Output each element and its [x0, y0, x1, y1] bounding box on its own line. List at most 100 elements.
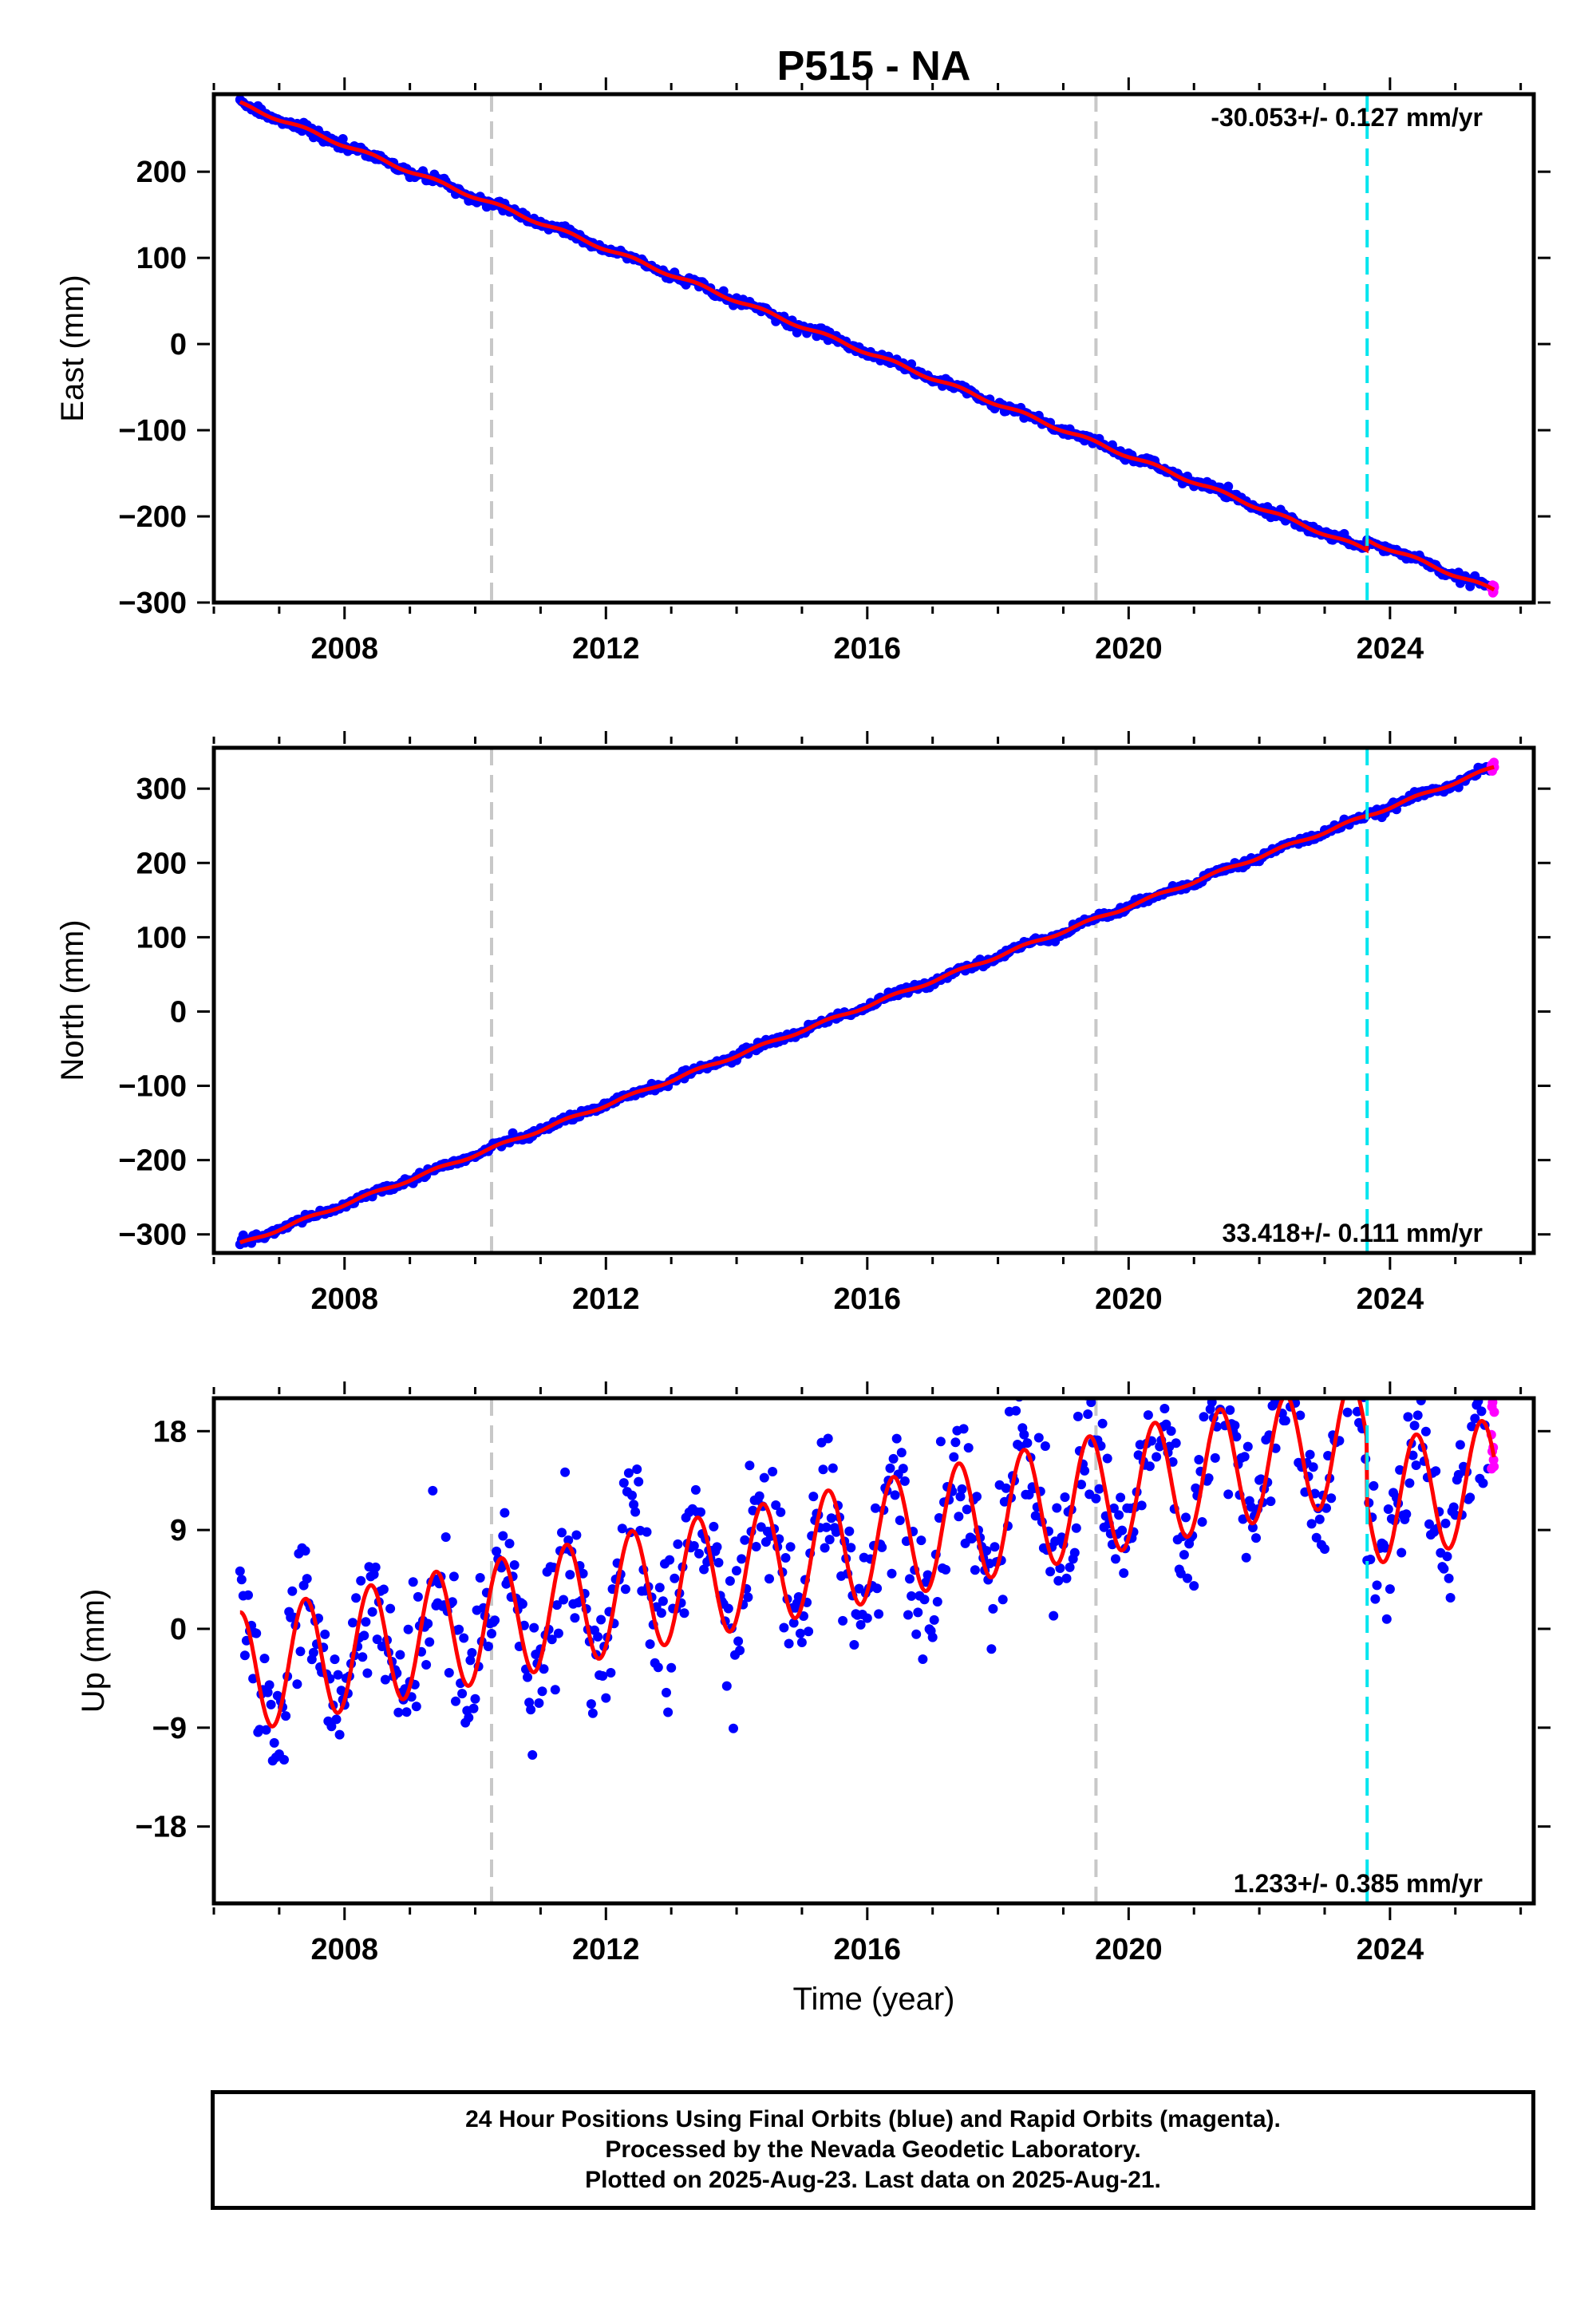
- north-panel: 2008 2012 2016 2020 2024 −300 −200 −100 0 100 200 3…: [55, 731, 1551, 1316]
- y-tick-label: −300: [118, 1219, 187, 1252]
- final-orbit-point: [658, 1596, 668, 1607]
- final-orbit-point: [1219, 1387, 1228, 1397]
- final-orbit-point: [808, 1492, 819, 1502]
- final-orbit-point: [927, 1632, 938, 1642]
- rapid-orbit-point: [1489, 1461, 1499, 1472]
- final-orbit-point: [627, 1490, 637, 1500]
- y-tick-label: 300: [136, 773, 187, 806]
- final-orbit-point: [356, 1575, 366, 1586]
- final-orbit-point: [694, 1548, 704, 1559]
- final-orbit-point: [1194, 1455, 1204, 1464]
- final-orbit-point: [509, 1560, 519, 1570]
- final-orbit-point: [551, 1600, 562, 1611]
- final-orbit-point: [444, 1668, 454, 1678]
- final-orbit-point: [877, 1542, 887, 1552]
- final-orbit-point: [361, 1617, 371, 1627]
- final-orbit-point: [378, 1584, 389, 1595]
- final-orbit-point: [1401, 1509, 1412, 1520]
- final-orbit-point: [656, 1608, 666, 1618]
- final-orbit-point: [779, 1622, 789, 1633]
- final-orbit-point: [457, 1689, 468, 1699]
- final-orbit-point: [395, 1650, 405, 1660]
- final-orbit-point: [1396, 1547, 1407, 1558]
- x-tick-label: 2008: [310, 632, 378, 666]
- final-orbit-point: [1385, 1584, 1395, 1595]
- final-orbit-point: [958, 1424, 969, 1434]
- final-orbit-point: [831, 1527, 841, 1537]
- x-tick-label: 2020: [1095, 632, 1163, 666]
- final-orbit-point: [560, 1467, 571, 1477]
- final-orbit-point: [918, 1654, 928, 1664]
- final-orbit-point: [957, 1484, 967, 1494]
- final-orbit-point: [1424, 1519, 1434, 1529]
- final-orbit-point: [1338, 1383, 1348, 1393]
- final-orbit-point: [1065, 1562, 1075, 1572]
- x-tick-label: 2008: [310, 1933, 378, 1966]
- final-orbit-point: [1049, 1611, 1059, 1621]
- final-orbit-point: [236, 1575, 247, 1585]
- y-tick-label: −100: [118, 1070, 187, 1104]
- y-tick-label: −9: [152, 1712, 187, 1745]
- reference-lines: [489, 1398, 1098, 1903]
- final-orbit-point: [351, 1593, 361, 1603]
- final-orbit-point: [1179, 1550, 1189, 1560]
- final-orbit-point: [367, 1607, 377, 1617]
- final-orbit-point: [1314, 1514, 1325, 1524]
- final-orbit-point: [725, 1576, 735, 1586]
- x-tick-label: 2012: [572, 632, 640, 666]
- y-tick-label: −100: [118, 414, 187, 448]
- final-orbit-point: [617, 1524, 627, 1534]
- final-orbit-point: [849, 1640, 859, 1650]
- final-orbit-point: [490, 1615, 500, 1626]
- final-orbit-point: [903, 1610, 913, 1620]
- final-orbit-point: [895, 1516, 905, 1525]
- plot-frame: [211, 92, 1536, 605]
- final-orbit-point: [1280, 1416, 1290, 1426]
- final-orbit-point: [1019, 1429, 1029, 1440]
- final-orbit-point: [1305, 1449, 1315, 1460]
- final-orbit-point: [1404, 1478, 1415, 1488]
- y-axis-label: Up (mm): [76, 1589, 111, 1713]
- final-orbit-point: [1341, 1371, 1351, 1381]
- final-orbit-point: [891, 1433, 902, 1444]
- final-orbit-point: [962, 1504, 972, 1515]
- final-orbit-point: [623, 1468, 634, 1478]
- final-orbit-point: [713, 1558, 724, 1567]
- final-orbit-point: [630, 1507, 641, 1517]
- y-tick-label: 0: [170, 328, 187, 362]
- final-orbit-point: [1189, 1581, 1199, 1591]
- final-orbit-point: [1351, 1367, 1361, 1377]
- rate-annotation: 1.233+/- 0.385 mm/yr: [1234, 1869, 1483, 1898]
- final-orbit-point: [465, 1655, 476, 1666]
- y-tick-label: 18: [153, 1415, 187, 1448]
- x-tick-label: 2024: [1357, 632, 1424, 666]
- final-orbit-point: [799, 1611, 808, 1621]
- x-tick-label: 2012: [572, 1282, 640, 1316]
- final-orbit-point: [1348, 1364, 1357, 1373]
- final-orbit-point: [632, 1464, 642, 1474]
- final-orbit-point: [550, 1685, 560, 1695]
- final-orbit-point: [459, 1633, 469, 1643]
- final-orbit-point: [287, 1586, 298, 1596]
- final-orbit-point: [1287, 1370, 1297, 1380]
- final-orbit-point: [663, 1707, 674, 1717]
- x-tick-label: 2024: [1357, 1933, 1424, 1966]
- final-orbit-point: [447, 1597, 457, 1607]
- final-orbit-point: [1159, 1404, 1170, 1413]
- final-orbit-point: [896, 1448, 907, 1458]
- final-orbit-point: [629, 1500, 639, 1510]
- final-orbit-point: [1143, 1410, 1153, 1421]
- final-orbit-point: [281, 1711, 291, 1721]
- final-orbit-point: [1282, 1333, 1292, 1342]
- final-orbit-point: [1342, 1407, 1353, 1417]
- final-orbit-point: [1241, 1552, 1251, 1563]
- final-orbit-point: [645, 1639, 655, 1650]
- final-orbit-point: [1369, 1480, 1379, 1491]
- final-orbit-point: [919, 1595, 930, 1605]
- final-orbit-point: [890, 1490, 900, 1500]
- x-axis-label: Time (year): [793, 1982, 955, 2017]
- final-orbit-point: [776, 1507, 786, 1517]
- final-orbit-point: [428, 1485, 438, 1496]
- final-orbit-point: [1445, 1593, 1456, 1603]
- final-orbit-point: [1091, 1493, 1101, 1504]
